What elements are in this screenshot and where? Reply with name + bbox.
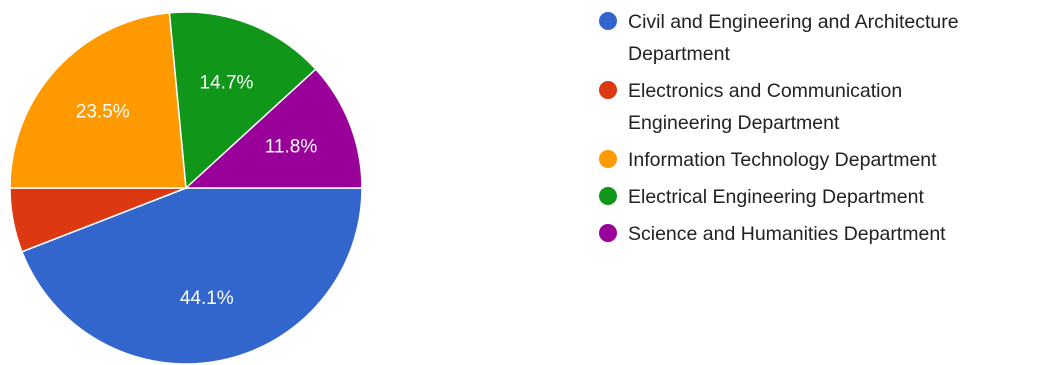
legend-swatch-electronics <box>599 81 617 99</box>
legend-label-it: Information Technology Department <box>628 149 937 171</box>
legend-swatch-electrical <box>599 187 617 205</box>
legend-item-electrical[interactable]: Electrical Engineering Department <box>599 181 1035 213</box>
legend-item-electronics[interactable]: Electronics and Communication Engineerin… <box>599 75 1035 139</box>
pie-plot: 44.1% 23.5% 14.7% 11.8% <box>9 11 363 365</box>
pie-slice-civil[interactable] <box>20 187 363 365</box>
legend: Civil and Engineering and Architecture D… <box>599 6 1035 255</box>
pie-slice-electrical[interactable] <box>168 11 317 190</box>
legend-label-civil-line-1: Civil and Engineering and Architecture <box>628 11 959 33</box>
legend-label-electronics-line-2: Engineering Department <box>628 112 840 134</box>
legend-swatch-science <box>599 224 617 242</box>
slice-label-it: 23.5% <box>76 102 130 123</box>
legend-label-science: Science and Humanities Department <box>628 223 946 245</box>
pie-slice-science[interactable] <box>184 68 363 189</box>
legend-label-electronics-line-1: Electronics and Communication <box>628 80 903 102</box>
slice-label-electrical: 14.7% <box>200 72 254 93</box>
legend-item-civil[interactable]: Civil and Engineering and Architecture D… <box>599 6 1035 70</box>
legend-label-electronics: Electronics and Communication Engineerin… <box>628 75 902 139</box>
legend-swatch-civil <box>599 12 617 30</box>
legend-item-it[interactable]: Information Technology Department <box>599 144 1035 176</box>
legend-swatch-it <box>599 150 617 168</box>
slice-label-science: 11.8% <box>265 137 318 158</box>
pie-slice-it[interactable] <box>9 11 187 189</box>
legend-item-science[interactable]: Science and Humanities Department <box>599 218 1035 250</box>
legend-label-electrical: Electrical Engineering Department <box>628 186 924 208</box>
legend-label-civil-line-2: Department <box>628 43 730 65</box>
legend-label-civil: Civil and Engineering and Architecture D… <box>628 6 959 70</box>
slice-label-civil: 44.1% <box>180 288 234 309</box>
